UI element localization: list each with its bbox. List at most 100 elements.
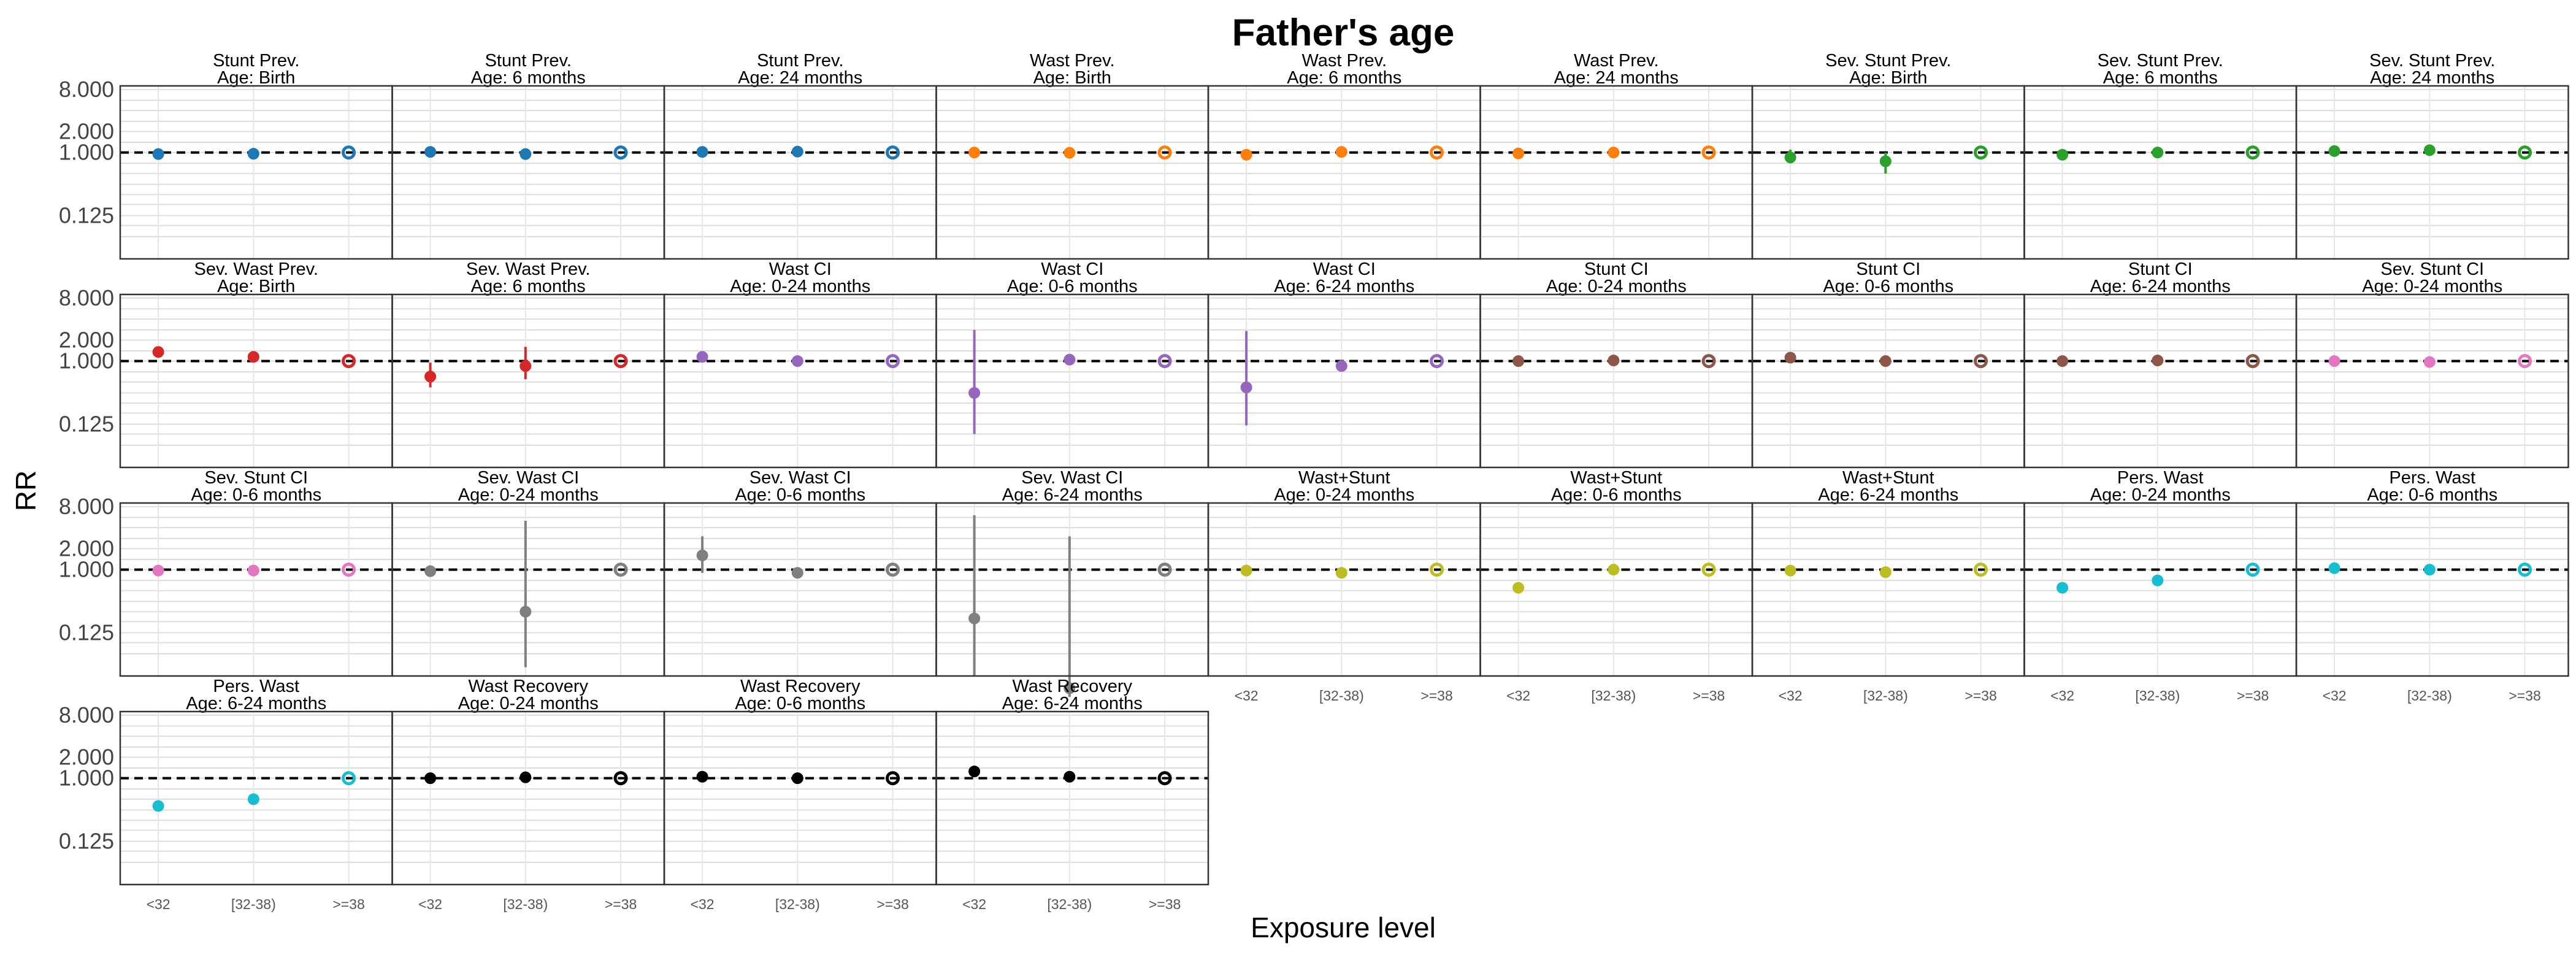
data-point — [968, 766, 981, 778]
facet-subtitle: Age: 6-24 months — [1818, 485, 1958, 505]
y-tick-label: 2.000 — [59, 327, 114, 352]
facet-subtitle: Age: 24 months — [2370, 68, 2494, 88]
panel-border — [935, 293, 1209, 469]
reference-point — [1157, 145, 1172, 160]
data-point — [247, 564, 259, 577]
facet-title: Wast Recovery — [740, 677, 861, 696]
facet-title: Wast Recovery — [1012, 677, 1132, 696]
facet-subtitle: Age: 6 months — [1287, 68, 1401, 88]
facet-subtitle: Age: 0-24 months — [2362, 277, 2502, 296]
x-tick-label: [32-38) — [1863, 688, 1908, 704]
data-point — [696, 146, 708, 158]
facet-subtitle: Age: 0-6 months — [735, 485, 865, 505]
x-tick-label: [32-38) — [2407, 688, 2452, 704]
x-tick-label: >=38 — [1149, 896, 1181, 912]
panel-border — [1751, 85, 2025, 260]
reference-point — [342, 563, 356, 577]
facet-title: Wast+Stunt — [1298, 468, 1390, 488]
y-tick-label: 2.000 — [59, 744, 114, 769]
data-point — [519, 148, 532, 160]
data-point — [1064, 147, 1076, 159]
facet-subtitle: Age: Birth — [217, 277, 295, 296]
data-point — [1879, 355, 1892, 367]
data-point — [152, 148, 164, 160]
y-tick-label: 8.000 — [59, 77, 114, 102]
x-tick-label: >=38 — [1693, 688, 1725, 704]
facet-panel: Sev. Wast Prev.Age: Birth 8.000 2.0001.000… — [59, 259, 393, 469]
y-tick-label: 2.000 — [59, 536, 114, 561]
x-tick-label: >=38 — [1420, 688, 1452, 704]
facet-panel: Wast Prev.Age: 24 months — [1479, 51, 1754, 260]
data-point — [2152, 574, 2164, 586]
data-point — [519, 360, 532, 372]
x-tick-label: <32 — [1506, 688, 1530, 704]
x-tick-label: <32 — [1235, 688, 1259, 704]
data-point — [1512, 582, 1525, 594]
data-point — [2152, 147, 2164, 159]
y-tick-label: 8.000 — [59, 702, 114, 728]
data-point — [791, 567, 803, 579]
facet-title: Stunt CI — [2128, 259, 2193, 279]
facet-title: Sev. Wast Prev. — [466, 259, 591, 279]
reference-point — [2518, 354, 2532, 369]
panel-border — [1207, 85, 1481, 260]
data-point — [2152, 355, 2164, 367]
data-point — [791, 772, 803, 785]
facet-panel: Stunt Prev.Age: 6 months — [391, 51, 665, 260]
data-point — [1512, 355, 1525, 367]
panel-border — [391, 85, 665, 260]
reference-point — [342, 145, 356, 160]
facet-title: Wast CI — [1313, 259, 1376, 279]
panel-border — [1207, 293, 1481, 469]
panel-border — [2295, 85, 2569, 260]
reference-point — [1701, 354, 1716, 369]
facet-title: Sev. Wast CI — [749, 468, 851, 488]
reference-point — [1157, 563, 1172, 577]
facet-subtitle: Age: 6-24 months — [1002, 485, 1143, 505]
data-point — [1240, 148, 1252, 161]
panel-border — [663, 502, 937, 677]
x-tick-label: [32-38) — [1319, 688, 1364, 704]
data-point — [2057, 582, 2069, 594]
data-point — [1784, 564, 1796, 577]
panel-border — [2023, 293, 2298, 469]
x-axis-label: Exposure level — [1251, 912, 1436, 943]
panel-border — [1207, 502, 1481, 677]
reference-point — [342, 354, 356, 369]
panel-border — [1751, 293, 2025, 469]
data-point — [424, 146, 437, 158]
chart-title: Father's age — [1232, 12, 1455, 54]
data-point — [2423, 356, 2436, 368]
facet-subtitle: Age: 0-6 months — [2367, 485, 2497, 505]
x-tick-label: <32 — [418, 896, 442, 912]
data-point — [247, 351, 259, 363]
reference-point — [2518, 563, 2532, 577]
x-tick-label: <32 — [1779, 688, 1803, 704]
y-tick-label: 2.000 — [59, 118, 114, 144]
data-point — [424, 772, 437, 785]
x-tick-label: >=38 — [332, 896, 364, 912]
data-point — [424, 565, 437, 577]
facet-title: Stunt Prev. — [213, 51, 299, 71]
facet-panel: Sev. Wast Prev.Age: 6 months — [391, 259, 665, 469]
data-point — [1335, 567, 1347, 579]
y-tick-label: 8.000 — [59, 285, 114, 310]
facet-title: Stunt Prev. — [485, 51, 572, 71]
facet-title: Sev. Wast Prev. — [194, 259, 318, 279]
x-tick-label: >=38 — [876, 896, 908, 912]
facet-panel: Wast Prev.Age: Birth — [935, 51, 1209, 260]
data-point — [2328, 145, 2340, 157]
facet-title: Sev. Stunt CI — [2380, 259, 2484, 279]
facet-subtitle: Age: 6-24 months — [186, 694, 326, 713]
data-point — [1064, 353, 1076, 366]
facet-subtitle: Age: 0-6 months — [191, 485, 321, 505]
data-point — [1784, 152, 1796, 164]
